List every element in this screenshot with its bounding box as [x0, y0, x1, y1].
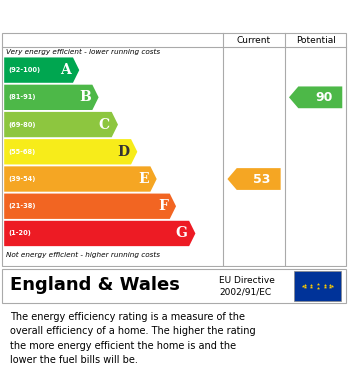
Text: (81-91): (81-91) — [8, 94, 36, 100]
Text: A: A — [61, 63, 71, 77]
Text: (55-68): (55-68) — [8, 149, 35, 155]
Polygon shape — [4, 139, 137, 165]
Text: (21-38): (21-38) — [8, 203, 36, 209]
Text: EU Directive: EU Directive — [219, 276, 275, 285]
Text: England & Wales: England & Wales — [10, 276, 180, 294]
Polygon shape — [4, 221, 195, 246]
Text: (1-20): (1-20) — [8, 230, 31, 237]
Polygon shape — [4, 166, 157, 192]
Text: E: E — [138, 172, 149, 186]
Polygon shape — [4, 112, 118, 137]
Polygon shape — [289, 86, 342, 108]
Bar — [294, 271, 341, 301]
Text: B: B — [79, 90, 90, 104]
Text: The energy efficiency rating is a measure of the
overall efficiency of a home. T: The energy efficiency rating is a measur… — [10, 312, 255, 365]
Text: G: G — [175, 226, 187, 240]
Text: Very energy efficient - lower running costs: Very energy efficient - lower running co… — [6, 49, 160, 55]
Text: 90: 90 — [315, 91, 332, 104]
Text: Potential: Potential — [296, 36, 335, 45]
Polygon shape — [4, 85, 98, 110]
Polygon shape — [228, 168, 280, 190]
Text: (92-100): (92-100) — [8, 67, 40, 73]
Text: D: D — [117, 145, 129, 159]
Text: Current: Current — [237, 36, 271, 45]
Text: Energy Efficiency Rating: Energy Efficiency Rating — [9, 9, 219, 23]
Text: 53: 53 — [253, 172, 271, 185]
Polygon shape — [4, 194, 176, 219]
Polygon shape — [4, 57, 79, 83]
Text: Not energy efficient - higher running costs: Not energy efficient - higher running co… — [6, 252, 160, 258]
Text: F: F — [158, 199, 168, 213]
Text: (69-80): (69-80) — [8, 122, 36, 127]
Text: 2002/91/EC: 2002/91/EC — [219, 288, 271, 297]
Text: (39-54): (39-54) — [8, 176, 36, 182]
Text: C: C — [99, 118, 110, 131]
